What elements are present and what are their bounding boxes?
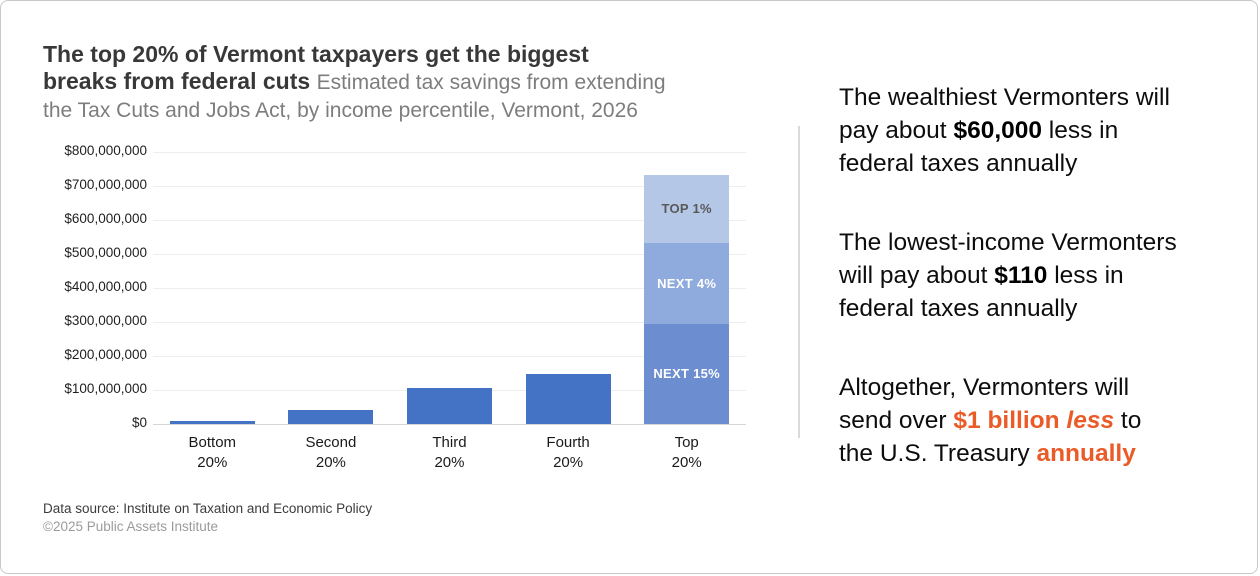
x-axis-category-label: Top 20% [671, 434, 702, 471]
gridline [153, 288, 746, 289]
text-line: breaks from federal cuts Estimated tax s… [43, 68, 773, 96]
text-segment: Altogether, Vermonters will [839, 374, 1130, 401]
y-axis-tick-label: $400,000,000 [64, 279, 147, 294]
text-segment: less in [1042, 117, 1119, 144]
y-axis-tick-label: $700,000,000 [64, 177, 147, 192]
x-axis-line [153, 424, 746, 425]
gridline [153, 356, 746, 357]
bar [525, 374, 611, 424]
text-line: federal taxes annually [839, 147, 1257, 180]
gridline [153, 322, 746, 323]
text-segment: $60,000 [953, 117, 1042, 144]
text-segment: The wealthiest Vermonters will [839, 84, 1170, 111]
text-segment: to [1114, 407, 1142, 434]
callout-paragraph: The lowest-income Vermonters will pay abo… [839, 226, 1257, 325]
gridline [153, 254, 746, 255]
text-line: the U.S. Treasury annually [839, 437, 1257, 470]
text-line: Altogether, Vermonters will [839, 371, 1257, 404]
text-segment: breaks from federal cuts [43, 68, 317, 95]
bar-segment-next-15-: NEXT 15% [644, 323, 730, 424]
text-line: federal taxes annually [839, 292, 1257, 325]
text-segment: The top 20% of Vermont taxpayers get the… [43, 41, 589, 67]
copyright-note: ©2025 Public Assets Institute [43, 519, 219, 534]
text-line: The lowest-income Vermonters [839, 226, 1257, 259]
y-axis-tick-label: $300,000,000 [64, 313, 147, 328]
text-segment: annually [1036, 440, 1136, 467]
bar-chart: $0 $100,000,000 $200,000,000 $300,000,000 $4… [1, 1, 801, 573]
chart-footer: Data source: Institute on Taxation and E… [43, 500, 372, 536]
bar-segment-label: NEXT 4% [657, 275, 717, 291]
gridline [153, 220, 746, 221]
text-line: The top 20% of Vermont taxpayers get the… [43, 41, 773, 68]
text-line: The wealthiest Vermonters will [839, 81, 1257, 114]
bar [169, 420, 255, 424]
callout-column: The wealthiest Vermonters will pay about … [839, 81, 1257, 516]
text-segment: federal taxes annually [839, 295, 1078, 322]
x-axis-category-label: Second 20% [305, 434, 357, 471]
y-axis-tick-label: $200,000,000 [64, 347, 147, 362]
text-line: send over $1 billion less to [839, 404, 1257, 437]
text-segment: Estimated tax savings from extending [316, 71, 666, 95]
text-segment: send over [839, 407, 954, 434]
y-axis-tick-label: $800,000,000 [64, 143, 147, 158]
gridline [153, 152, 746, 153]
x-axis-category-label: Fourth 20% [546, 434, 590, 471]
chart-title: The top 20% of Vermont taxpayers get the… [43, 41, 773, 124]
bar-segment-label: TOP 1% [661, 201, 712, 217]
text-segment: the U.S. Treasury [839, 440, 1037, 467]
text-segment: will pay about [839, 262, 995, 289]
callout-paragraph: The wealthiest Vermonters will pay about … [839, 81, 1257, 180]
y-axis-tick-label: $100,000,000 [64, 381, 147, 396]
y-axis-tick-label: $600,000,000 [64, 211, 147, 226]
divider-line [798, 126, 800, 438]
text-line: pay about $60,000 less in [839, 114, 1257, 147]
text-segment: federal taxes annually [839, 150, 1078, 177]
text-segment: The lowest-income Vermonters [839, 229, 1177, 256]
gridline [153, 186, 746, 187]
y-axis-tick-label: $500,000,000 [64, 245, 147, 260]
text-segment: the Tax Cuts and Jobs Act, by income per… [43, 98, 638, 122]
text-segment: less [1066, 407, 1115, 434]
bar [288, 409, 374, 424]
bar [407, 388, 492, 424]
data-source-note: Data source: Institute on Taxation and E… [43, 501, 373, 516]
y-axis-tick-label: $0 [131, 415, 147, 430]
text-segment: less in [1047, 262, 1124, 289]
x-axis-category-label: Bottom 20% [188, 434, 237, 471]
text-segment: pay about [839, 117, 954, 144]
bar-segment-label: NEXT 15% [653, 366, 721, 382]
callout-paragraph: Altogether, Vermonters will send over $1 … [839, 371, 1257, 470]
x-axis-category-label: Third 20% [432, 434, 467, 471]
text-line: the Tax Cuts and Jobs Act, by income per… [43, 96, 773, 124]
text-line: will pay about $110 less in [839, 259, 1257, 292]
bar-segment-top-1-: TOP 1% [644, 175, 730, 243]
text-segment: $1 billion [953, 407, 1060, 434]
text-segment: $110 [994, 262, 1048, 289]
bar-segment-next-4-: NEXT 4% [644, 242, 730, 324]
